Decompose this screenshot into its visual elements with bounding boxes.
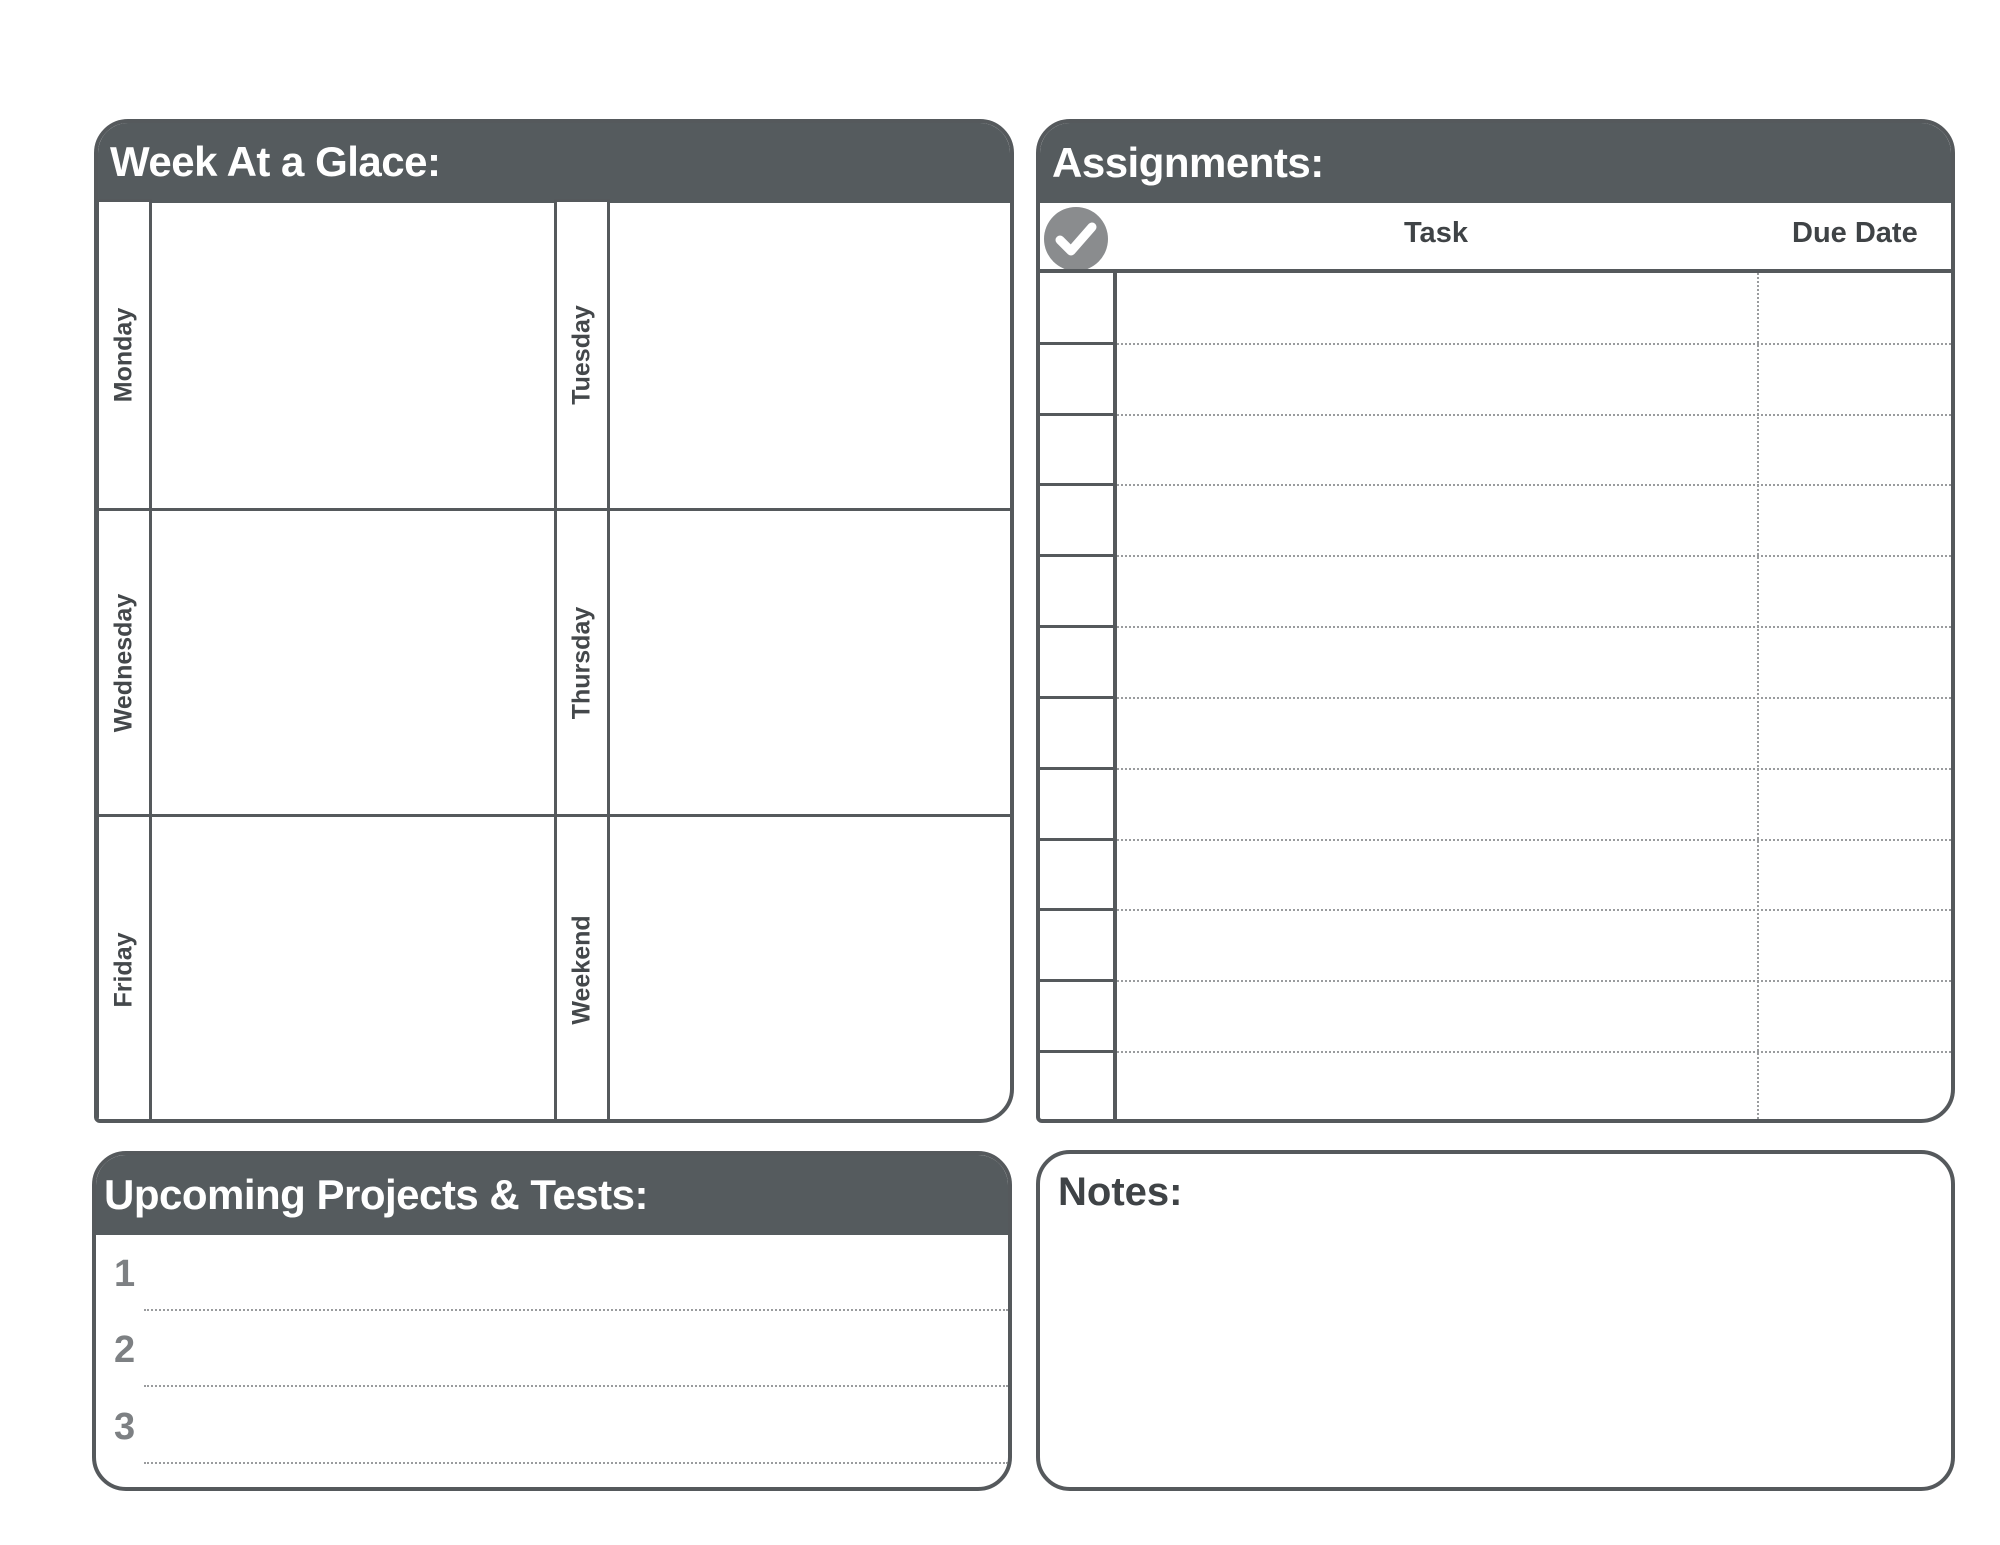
- assignment-row[interactable]: [1040, 1052, 1951, 1119]
- item-number: 3: [114, 1406, 136, 1448]
- day-monday: Monday: [98, 199, 152, 511]
- row-dotted-line: [1117, 696, 1951, 699]
- assignment-checkbox[interactable]: [1040, 486, 1113, 557]
- header-divider: [1040, 269, 1951, 273]
- assignment-checkbox[interactable]: [1040, 911, 1113, 982]
- row-dotted-line: [1117, 626, 1951, 629]
- assignment-checkbox[interactable]: [1040, 415, 1113, 486]
- assignment-row[interactable]: [1040, 698, 1951, 770]
- day-label: Weekend: [567, 915, 596, 1025]
- notes-panel[interactable]: Notes:: [1036, 1150, 1955, 1491]
- week-title: Week At a Glace:: [98, 123, 1010, 203]
- row-dotted-line: [1117, 909, 1951, 912]
- assignments-title: Assignments:: [1040, 123, 1951, 203]
- upcoming-title: Upcoming Projects & Tests:: [96, 1155, 1008, 1235]
- day-thursday: Thursday: [554, 508, 610, 817]
- assignment-row[interactable]: [1040, 769, 1951, 841]
- due-date-column-header: Due Date: [1792, 217, 1918, 249]
- assignment-checkbox[interactable]: [1040, 273, 1113, 344]
- assignment-row[interactable]: [1040, 415, 1951, 487]
- row-dotted-line: [1117, 555, 1951, 558]
- week-at-a-glance-panel: Week At a Glace: Monday Tuesday Wednesda…: [94, 119, 1014, 1123]
- row-divider: [1040, 695, 1115, 699]
- row-divider: [1040, 483, 1115, 487]
- row-divider: [1040, 766, 1115, 770]
- due-date-column-divider: [1757, 273, 1759, 1119]
- assignment-checkbox[interactable]: [1040, 981, 1113, 1052]
- row-divider: [1040, 979, 1115, 983]
- day-label: Monday: [109, 307, 138, 403]
- row-dotted-line: [1117, 342, 1951, 345]
- day-weekend: Weekend: [554, 814, 610, 1119]
- assignment-checkbox[interactable]: [1040, 840, 1113, 911]
- row-divider: [1040, 625, 1115, 629]
- day-label: Thursday: [567, 606, 596, 719]
- assignment-checkbox[interactable]: [1040, 769, 1113, 840]
- row-dotted-line: [1117, 980, 1951, 983]
- row-dotted-line: [1117, 767, 1951, 770]
- check-circle-icon: [1044, 207, 1108, 271]
- task-column-header: Task: [1404, 217, 1468, 249]
- assignment-row[interactable]: [1040, 627, 1951, 699]
- assignment-row[interactable]: [1040, 273, 1951, 345]
- day-label: Wednesday: [109, 593, 138, 732]
- entry-line[interactable]: [144, 1385, 1008, 1387]
- assignments-panel: Assignments: Task Due Date: [1036, 119, 1955, 1123]
- item-number: 2: [114, 1329, 136, 1371]
- assignment-checkbox[interactable]: [1040, 698, 1113, 769]
- notes-title: Notes:: [1058, 1170, 1183, 1214]
- assignment-row[interactable]: [1040, 840, 1951, 912]
- row-dotted-line: [1117, 484, 1951, 487]
- entry-line[interactable]: [144, 1462, 1008, 1464]
- assignment-row[interactable]: [1040, 344, 1951, 416]
- row-divider: [1040, 341, 1115, 345]
- row-divider: [1040, 554, 1115, 558]
- assignment-checkbox[interactable]: [1040, 556, 1113, 627]
- row-dotted-line: [1117, 413, 1951, 416]
- row-dotted-line: [1117, 838, 1951, 841]
- assignment-row[interactable]: [1040, 556, 1951, 629]
- assignment-checkbox[interactable]: [1040, 627, 1113, 698]
- upcoming-panel: Upcoming Projects & Tests: 1 2 3: [92, 1151, 1012, 1491]
- assignment-checkbox[interactable]: [1040, 344, 1113, 415]
- assignment-row[interactable]: [1040, 486, 1951, 558]
- day-label: Tuesday: [567, 305, 596, 405]
- item-number: 1: [114, 1253, 136, 1295]
- assignment-row[interactable]: [1040, 911, 1951, 983]
- assignment-row[interactable]: [1040, 981, 1951, 1054]
- row-divider: [1040, 1050, 1115, 1054]
- checkbox-column-divider: [1113, 271, 1117, 1119]
- row-divider: [1040, 412, 1115, 416]
- row-divider: [1040, 837, 1115, 841]
- day-label: Friday: [109, 932, 138, 1008]
- row-dotted-line: [1117, 1051, 1951, 1054]
- row-divider: [1040, 908, 1115, 912]
- day-wednesday: Wednesday: [98, 508, 152, 817]
- day-tuesday: Tuesday: [554, 199, 610, 511]
- entry-line[interactable]: [144, 1309, 1008, 1311]
- day-friday: Friday: [98, 814, 152, 1119]
- assignment-checkbox[interactable]: [1040, 1052, 1113, 1119]
